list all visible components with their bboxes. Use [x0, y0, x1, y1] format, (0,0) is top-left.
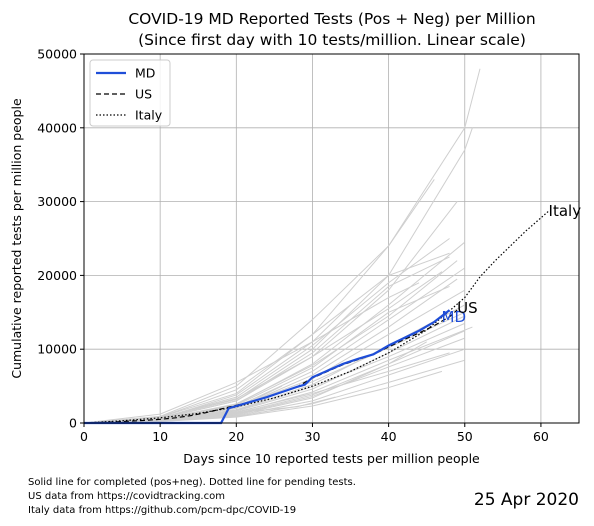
end-label-italy: Italy: [549, 202, 582, 220]
background-series-group: [83, 68, 481, 424]
series-line-italy: [83, 210, 549, 424]
x-tick-label-1: 10: [152, 429, 168, 444]
x-tick-label-5: 50: [457, 429, 473, 444]
end-label-us: US: [457, 299, 478, 317]
y-tick-label-3: 30000: [37, 194, 77, 209]
legend-label-md: MD: [135, 66, 155, 81]
y-tick-label-1: 10000: [37, 342, 77, 357]
background-series-line-18: [83, 304, 351, 424]
footnote-line-2: US data from https://covidtracking.com: [28, 491, 225, 502]
x-tick-label-2: 20: [228, 429, 244, 444]
footnote-line-1: Solid line for completed (pos+neg). Dott…: [28, 477, 356, 488]
end-label-md: MD: [442, 308, 467, 326]
x-tick-label-6: 60: [533, 429, 549, 444]
footnote-line-3: Italy data from https://github.com/pcm-d…: [28, 505, 297, 516]
x-axis-label: Days since 10 reported tests per million…: [183, 451, 480, 466]
legend-box: [89, 59, 171, 127]
background-series-line-19: [83, 252, 450, 424]
plot-area-frame: [83, 53, 580, 424]
date-stamp: 25 Apr 2020: [473, 490, 579, 510]
background-series-line-30: [83, 260, 458, 424]
legend-label-us: US: [135, 87, 152, 102]
y-axis-label: Cumulative reported tests per million pe…: [9, 98, 24, 379]
background-series-line-11: [83, 315, 465, 424]
y-tick-label-5: 50000: [37, 47, 77, 62]
y-tick-label-0: 0: [69, 416, 77, 431]
background-series-line-2: [83, 179, 435, 424]
legend: MD US Italy: [89, 59, 171, 127]
axis-ticks: 0 10 20 30 40 50 60 0 10000 20000 30000 40000 50000: [37, 47, 549, 445]
x-tick-label-3: 30: [305, 429, 321, 444]
background-series-line-3: [83, 201, 458, 424]
main-series-group: [83, 210, 549, 425]
x-tick-label-4: 40: [381, 429, 397, 444]
y-tick-label-2: 20000: [37, 268, 77, 283]
y-tick-label-4: 40000: [37, 120, 77, 135]
x-tick-label-0: 0: [80, 429, 88, 444]
background-series-line-28: [83, 413, 252, 424]
chart-title-line1: COVID-19 MD Reported Tests (Pos + Neg) p…: [128, 10, 535, 28]
chart-title-line2: (Since first day with 10 tests/million. …: [138, 31, 526, 49]
legend-label-italy: Italy: [135, 108, 163, 123]
